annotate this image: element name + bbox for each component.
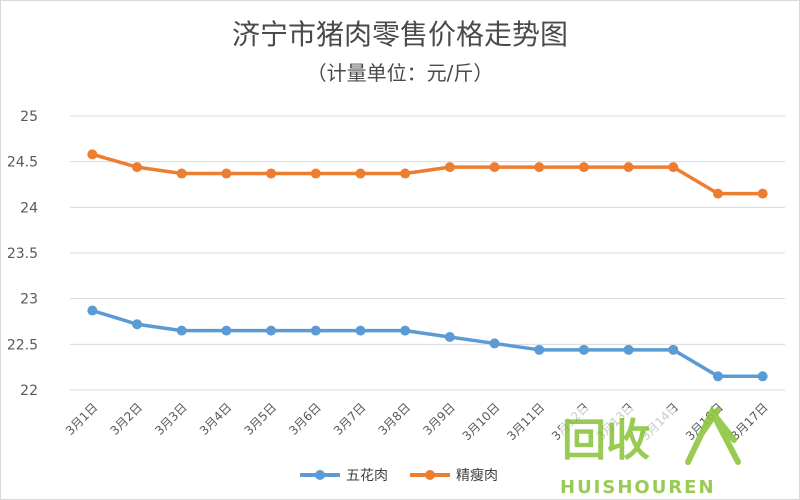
chart-title: 济宁市猪肉零售价格走势图 <box>232 18 568 51</box>
data-point <box>712 188 723 199</box>
y-tick-label: 25 <box>20 109 38 125</box>
data-point <box>712 371 723 382</box>
chart-subtitle: （计量单位：元/斤） <box>307 61 494 85</box>
y-tick-label: 22 <box>20 383 38 399</box>
data-point <box>132 319 143 330</box>
data-point <box>355 168 366 179</box>
legend-marker-0 <box>315 470 325 480</box>
data-point <box>310 168 321 179</box>
data-point <box>489 162 500 173</box>
data-point <box>623 162 634 173</box>
data-point <box>266 325 277 336</box>
data-point <box>668 162 679 173</box>
data-point <box>221 168 232 179</box>
legend-label-1: 精瘦肉 <box>456 467 498 484</box>
data-point <box>310 325 321 336</box>
watermark-text: 回收 <box>562 415 650 466</box>
data-point <box>87 305 98 316</box>
data-point <box>489 338 500 349</box>
y-axis: 22 22.5 23 23.5 24 24.5 25 <box>7 109 38 399</box>
gridlines <box>70 115 785 391</box>
data-point <box>444 162 455 173</box>
data-point <box>400 325 411 336</box>
legend-label-0: 五花肉 <box>346 468 388 484</box>
data-point <box>355 325 366 336</box>
data-point <box>534 162 545 173</box>
y-tick-label: 24.5 <box>7 155 38 171</box>
watermark-subtext: HUISHOUREN <box>560 477 716 498</box>
data-point <box>444 332 455 343</box>
series-line-1 <box>91 152 763 196</box>
watermark-backdrop <box>560 408 676 470</box>
data-point <box>757 188 768 199</box>
data-point <box>578 344 589 355</box>
data-point <box>578 162 589 173</box>
data-point <box>400 168 411 179</box>
y-tick-label: 23 <box>20 292 38 308</box>
watermark-logo: 回收 HUISHOUREN <box>560 405 741 498</box>
data-point <box>176 325 187 336</box>
data-point <box>176 168 187 179</box>
legend: 五花肉 精瘦肉 <box>300 467 498 484</box>
data-point <box>266 168 277 179</box>
y-tick-label: 22.5 <box>7 337 38 353</box>
y-tick-label: 23.5 <box>7 246 38 262</box>
data-point <box>132 162 143 173</box>
series-group <box>87 149 768 382</box>
watermark-figure-icon <box>685 405 741 465</box>
data-point <box>534 344 545 355</box>
data-point <box>757 371 768 382</box>
series-line-0 <box>91 308 763 379</box>
data-point <box>668 344 679 355</box>
data-point <box>87 149 98 160</box>
data-point <box>623 344 634 355</box>
legend-marker-1 <box>425 470 435 480</box>
y-tick-label: 24 <box>20 200 38 216</box>
data-point <box>221 325 232 336</box>
